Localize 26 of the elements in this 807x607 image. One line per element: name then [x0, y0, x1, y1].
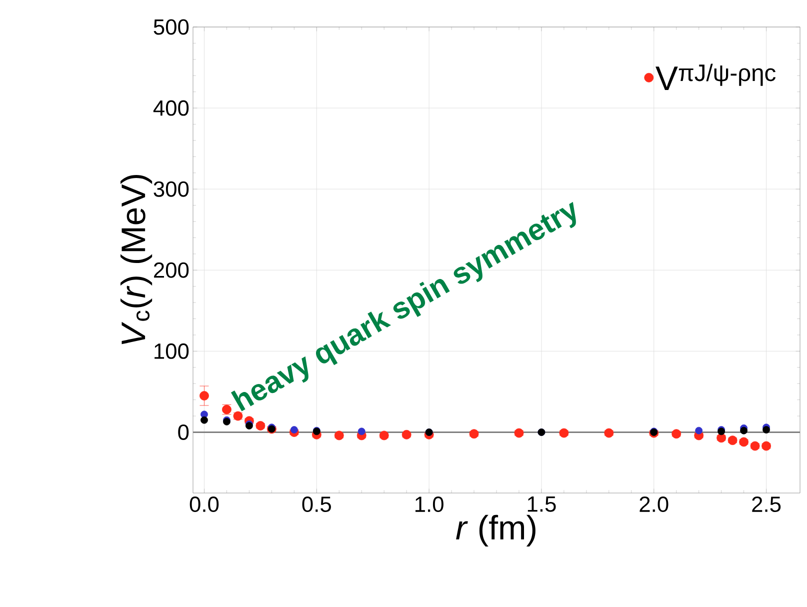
point: [762, 426, 770, 434]
point: [695, 426, 703, 434]
point: [358, 428, 366, 436]
y-tick-label: 0: [178, 424, 189, 440]
x-tick-label: 2.5: [752, 496, 781, 512]
point: [728, 436, 738, 446]
y-axis-title: V$_{c}$(r) (MeV): [120, 175, 152, 344]
x-axis-title: r (fm): [456, 514, 536, 546]
x-tick-label: 1.0: [415, 496, 444, 512]
point: [740, 426, 748, 434]
y-tick-label: 300: [154, 181, 189, 197]
point: [200, 391, 209, 400]
point: [402, 430, 412, 440]
point: [672, 429, 682, 439]
x-tick-label: 0.5: [302, 496, 331, 512]
y-tick-label: 500: [154, 19, 189, 35]
point: [290, 426, 298, 434]
x-tick-label: 1.5: [528, 496, 556, 512]
x-tick-label: 2.0: [640, 496, 668, 512]
y-tick-label: 100: [154, 343, 189, 359]
x-tick-label: 0.0: [190, 496, 219, 512]
legend-label: V$^{πJ/ψ-ρηc}$: [656, 64, 776, 90]
y-tick-label: 200: [154, 262, 189, 278]
point: [200, 416, 208, 424]
point: [469, 429, 479, 439]
y-tick-label: 400: [153, 100, 189, 116]
